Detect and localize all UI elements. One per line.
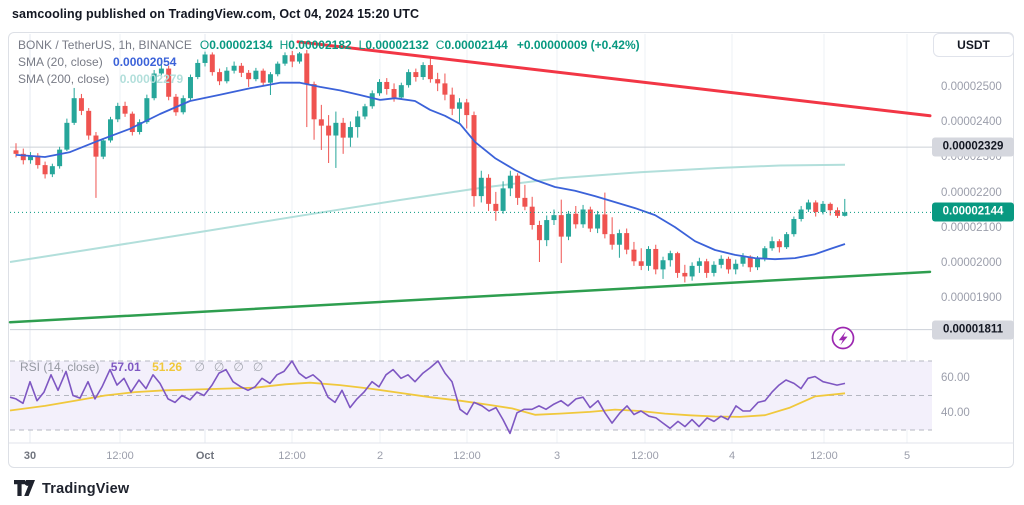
- price-tick-label: 0.00002500: [941, 80, 1002, 93]
- sma-20-line[interactable]: [15, 81, 846, 261]
- price-tick-label: 0.00002400: [941, 116, 1002, 129]
- ohlc-letter: L: [358, 38, 366, 52]
- ohlc-value: 0.00002182: [288, 38, 352, 52]
- time-tick-label: 12:00: [631, 450, 659, 462]
- time-tick-label: 12:00: [810, 450, 838, 462]
- price-tick-label: 0.00002000: [941, 257, 1002, 270]
- time-tick-label: Oct: [195, 450, 215, 462]
- rsi-ma-value: 51.26: [152, 360, 183, 374]
- time-tick-label: 2: [376, 450, 384, 462]
- time-tick-label: 12:00: [278, 450, 306, 462]
- sma20-label[interactable]: SMA (20, close): [18, 55, 103, 69]
- rsi-pane: [9, 360, 932, 435]
- ohlc-value: 0.00002144: [444, 38, 508, 52]
- sma-200-line[interactable]: [9, 163, 846, 263]
- rsi-tick-label: 40.00: [941, 406, 970, 419]
- price-tick-label: 0.00002200: [941, 186, 1002, 199]
- currency-toggle-button[interactable]: USDT: [933, 33, 1014, 57]
- time-tick-label: 12:00: [453, 450, 481, 462]
- time-tick-label: 3: [553, 450, 561, 462]
- price-tick-label: 0.00002100: [941, 221, 1002, 234]
- time-tick-label: 30: [23, 450, 37, 462]
- sma200-value: 0.00002279: [119, 72, 184, 86]
- sma20-value: 0.00002054: [113, 55, 177, 69]
- brand-name[interactable]: TradingView: [42, 480, 130, 497]
- ohlc-letter: H: [279, 38, 289, 52]
- rsi-legend: RSI (14, close) 57.01 51.26 ∅ ∅ ∅ ∅: [20, 360, 263, 374]
- time-tick-label: 12:00: [106, 450, 134, 462]
- level-price-badge: 0.00002329: [932, 137, 1014, 157]
- symbol-row: BONK / TetherUS, 1h, BINANCE O0.00002134 H…: [18, 37, 640, 54]
- rsi-empty-value: ∅: [213, 360, 225, 374]
- sma200-label[interactable]: SMA (200, close): [18, 72, 110, 86]
- symbol-title[interactable]: BONK / TetherUS, 1h, BINANCE: [18, 38, 192, 52]
- price-tick-label: 0.00001900: [941, 292, 1002, 305]
- ohlc-letter: O: [199, 38, 210, 52]
- sma200-row: SMA (200, close) 0.00002279: [18, 71, 640, 88]
- level-price-badge: 0.00001811: [932, 320, 1014, 340]
- rsi-label[interactable]: RSI (14, close): [20, 360, 100, 374]
- price-change: +0.00000009 (+0.42%): [516, 38, 640, 52]
- publish-header: samcooling published on TradingView.com,…: [12, 7, 420, 21]
- resistance-trendline[interactable]: [296, 40, 932, 118]
- lightning-icon[interactable]: [831, 326, 855, 350]
- ohlc-letter: C: [435, 38, 445, 52]
- time-tick-label: 4: [728, 450, 736, 462]
- tradingview-logo[interactable]: [14, 480, 35, 497]
- horizontal-level-lines: [10, 146, 932, 331]
- rsi-empty-value: ∅: [194, 360, 205, 374]
- rsi-empty-value: ∅: [252, 360, 264, 374]
- ohlc-value: 0.00002132: [365, 38, 429, 52]
- candlesticks: [13, 49, 848, 283]
- time-tick-label: 5: [903, 450, 911, 462]
- ohlc-value: 0.00002134: [209, 38, 273, 52]
- sma20-row: SMA (20, close) 0.00002054: [18, 54, 640, 71]
- rsi-tick-label: 60.00: [941, 372, 970, 385]
- last-price-badge: 0.00002144: [932, 202, 1014, 222]
- chart-legend: BONK / TetherUS, 1h, BINANCE O0.00002134 H…: [18, 37, 640, 88]
- rsi-hidden-band-values: ∅ ∅ ∅ ∅: [185, 360, 263, 374]
- support-trendline[interactable]: [8, 270, 932, 324]
- rsi-empty-value: ∅: [233, 360, 244, 374]
- rsi-value: 57.01: [110, 360, 141, 374]
- ohlc-values: O0.00002134 H0.00002182 L0.00002132 C0.0000…: [200, 38, 640, 52]
- brand-footer: TradingView: [14, 480, 129, 497]
